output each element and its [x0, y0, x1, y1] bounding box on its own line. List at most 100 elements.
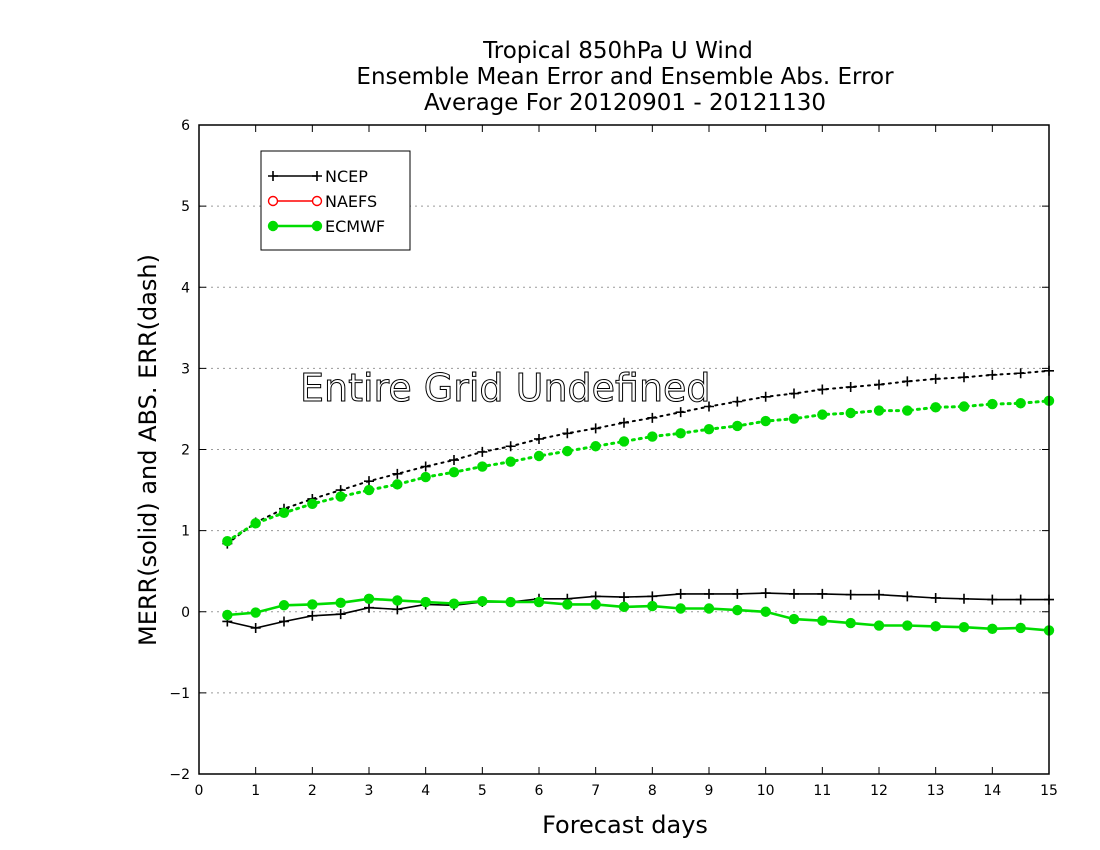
data-point-plus [392, 604, 403, 615]
data-point-dot [958, 401, 970, 412]
data-point-dot [562, 445, 573, 457]
data-point-dot [250, 518, 261, 529]
legend-label: NCEP [325, 167, 368, 186]
data-point-dot [311, 220, 323, 232]
data-point-dot [278, 507, 290, 518]
y-tick-label: −1 [169, 686, 190, 702]
y-tick-label: 4 [181, 280, 190, 296]
data-point-dot [1015, 622, 1026, 634]
data-point-circle [311, 195, 323, 207]
data-point-dot [307, 498, 318, 510]
data-point-plus [647, 412, 658, 423]
y-tick-label: 0 [181, 605, 190, 621]
chart-title-line-2: Ensemble Mean Error and Ensemble Abs. Er… [356, 64, 894, 90]
data-point-dot [675, 603, 686, 614]
data-point-plus [364, 602, 374, 613]
x-tick-label: 15 [1040, 783, 1058, 799]
data-point-plus [760, 588, 771, 599]
legend-item-ncep: NCEP [268, 167, 368, 186]
y-axis-title: MERR(solid) and ABS. ERR(dash) [134, 254, 162, 646]
data-point-dot [222, 609, 233, 621]
data-point-dot [873, 620, 885, 631]
data-point-dot [590, 441, 601, 452]
data-point-dot [760, 606, 771, 617]
x-tick-label: 13 [927, 783, 945, 799]
data-point-dot [477, 596, 488, 607]
data-point-dot [1015, 398, 1026, 409]
data-point-dot [703, 603, 715, 614]
data-point-dot [505, 456, 516, 467]
data-point-plus [1015, 594, 1026, 605]
x-axis: 0 1 2 3 4 5 6 7 8 9 10 11 12 13 14 15 [195, 125, 1058, 799]
data-point-plus [902, 376, 913, 387]
data-point-plus [562, 428, 573, 439]
x-tick-label: 3 [365, 783, 374, 799]
data-point-plus [1015, 368, 1026, 379]
data-point-plus [789, 588, 799, 599]
y-tick-label: 6 [181, 118, 190, 134]
data-point-plus [845, 382, 856, 393]
legend-label: NAEFS [325, 192, 377, 211]
data-point-plus [987, 594, 998, 605]
data-point-plus [959, 372, 969, 383]
legend: NCEP NAEFS ECMWF [260, 150, 411, 251]
data-point-dot [647, 600, 658, 612]
data-point-plus [534, 433, 544, 444]
data-point-plus [364, 476, 374, 487]
data-point-dot [448, 467, 460, 478]
data-point-plus [987, 369, 998, 380]
data-point-dot [420, 596, 431, 608]
data-point-dot [533, 596, 545, 608]
legend-item-ecmwf: ECMWF [267, 217, 385, 236]
x-tick-label: 11 [813, 783, 831, 799]
data-point-dot [675, 428, 686, 439]
data-point-plus [704, 588, 714, 599]
y-tick-label: 5 [181, 199, 190, 215]
data-point-dot [363, 593, 375, 604]
data-point-plus [590, 423, 601, 434]
data-point-plus [845, 589, 856, 600]
y-axis: −2 −1 0 1 2 3 4 5 6 [169, 118, 1049, 783]
data-point-dot [562, 599, 573, 610]
data-point-plus [449, 455, 459, 466]
data-point-dot [902, 405, 913, 416]
data-point-dot [278, 600, 290, 611]
series-group [222, 365, 1055, 636]
data-point-plus [817, 384, 828, 395]
data-point-dot [902, 620, 913, 631]
data-point-dot [222, 535, 233, 547]
data-point-dot [647, 431, 658, 442]
data-point-plus [505, 441, 516, 452]
undefined-grid-annotation: Entire Grid Undefined [300, 366, 711, 410]
data-point-dot [788, 413, 800, 424]
data-point-plus [874, 589, 884, 600]
data-point-plus [392, 468, 403, 479]
data-point-dot [845, 617, 856, 629]
series-line [227, 592, 1049, 629]
data-point-dot [335, 597, 346, 609]
data-point-plus [312, 171, 322, 181]
legend-box [260, 150, 411, 251]
data-point-dot [250, 607, 261, 618]
y-tick-label: 3 [181, 361, 190, 377]
gridlines [199, 205, 1049, 694]
x-tick-label: 5 [478, 783, 487, 799]
data-point-dot [817, 615, 828, 626]
data-point-dot [958, 621, 970, 633]
data-point-dot [873, 405, 885, 416]
data-point-dot [618, 436, 630, 447]
chart-title-line-1: Tropical 850hPa U Wind [482, 38, 753, 64]
data-point-dot [392, 595, 403, 606]
x-tick-label: 9 [705, 783, 714, 799]
data-point-plus [704, 401, 714, 412]
y-tick-label: −2 [169, 767, 190, 783]
data-point-plus [789, 388, 799, 399]
data-point-plus [307, 610, 318, 621]
data-point-plus [817, 588, 828, 599]
data-point-dot [590, 599, 601, 610]
data-point-dot [618, 601, 630, 613]
data-point-dot [987, 398, 998, 410]
data-point-circle [267, 195, 279, 207]
data-point-plus [675, 407, 686, 418]
